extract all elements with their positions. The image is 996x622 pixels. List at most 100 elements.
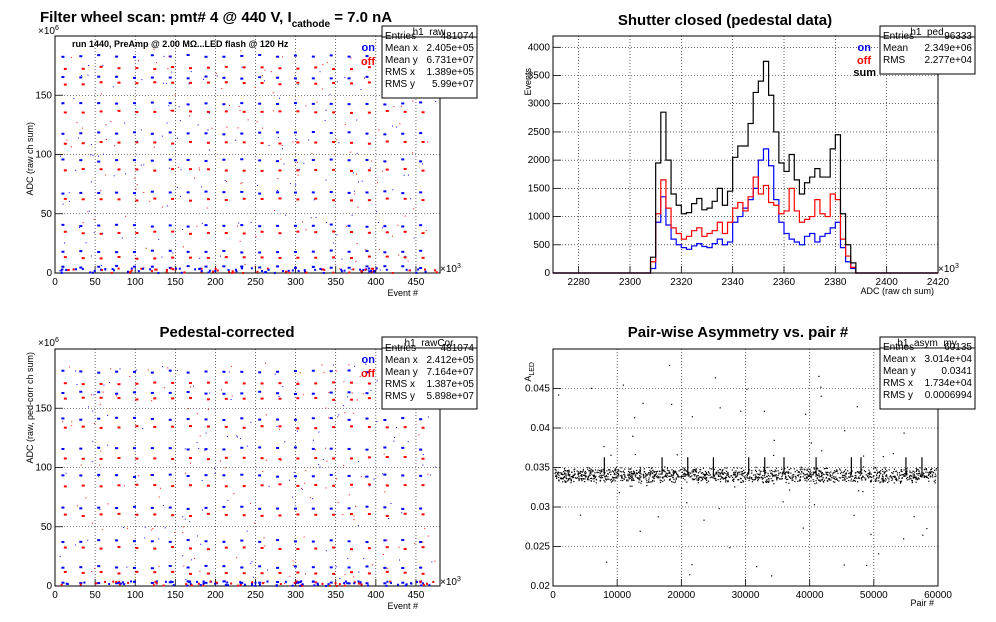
noise-point xyxy=(113,175,115,177)
y-tick-label: 1500 xyxy=(528,183,551,194)
data-point-on xyxy=(186,371,190,374)
asym-point xyxy=(923,476,925,479)
asym-point xyxy=(796,469,798,471)
asym-point xyxy=(834,481,836,483)
asym-point xyxy=(732,479,734,481)
asym-point xyxy=(875,467,877,469)
data-point-off xyxy=(171,546,175,549)
asym-point xyxy=(829,474,831,476)
noise-point xyxy=(240,50,242,52)
noise-point xyxy=(386,539,388,541)
asym-point xyxy=(901,474,903,476)
data-point-on xyxy=(419,541,423,544)
data-point-on xyxy=(186,418,190,421)
data-point-off xyxy=(63,485,67,488)
asym-point xyxy=(879,482,881,484)
noise-point xyxy=(208,112,210,114)
asym-point xyxy=(684,479,686,481)
asym-outlier xyxy=(740,410,742,412)
asym-point xyxy=(607,473,609,475)
base-point xyxy=(328,584,331,587)
base-point xyxy=(389,581,392,584)
data-point-on xyxy=(150,249,154,252)
data-point-on xyxy=(240,392,244,395)
data-point-off xyxy=(189,547,193,550)
asym-point xyxy=(638,471,640,473)
noise-point xyxy=(176,370,178,372)
asym-point xyxy=(694,470,697,472)
data-point-on xyxy=(347,369,351,372)
ped-legend-off: off xyxy=(857,55,871,67)
asym-point xyxy=(768,479,770,481)
asym-point xyxy=(917,468,919,471)
asym-point xyxy=(753,474,755,476)
data-point-on xyxy=(79,582,83,585)
data-point-on xyxy=(61,541,65,544)
asym-point xyxy=(588,470,590,472)
y-tick-label: 150 xyxy=(35,403,52,414)
base-point xyxy=(101,269,104,272)
data-point-off xyxy=(314,513,318,516)
asym-point xyxy=(675,477,677,479)
base-point xyxy=(118,583,121,586)
asym-point xyxy=(705,478,708,480)
base-point xyxy=(261,582,264,585)
data-point-on xyxy=(329,566,333,569)
noise-point xyxy=(214,473,216,475)
data-point-off xyxy=(99,81,103,84)
asym-point xyxy=(892,475,894,478)
asym-point xyxy=(555,469,557,471)
asym-outlier xyxy=(646,484,648,487)
data-point-off xyxy=(421,484,425,487)
asym-point xyxy=(658,473,660,475)
noise-point xyxy=(281,144,283,146)
asym-point xyxy=(876,477,878,480)
asym-point xyxy=(573,476,575,478)
noise-point xyxy=(280,158,282,160)
noise-point xyxy=(149,474,151,476)
noise-point xyxy=(303,536,305,538)
noise-point xyxy=(261,75,263,77)
noise-point xyxy=(288,479,290,481)
base-point xyxy=(372,271,375,274)
asym-point xyxy=(702,479,704,481)
asym-point xyxy=(564,475,566,478)
noise-point xyxy=(344,124,346,126)
data-point-on xyxy=(311,447,315,450)
asym-point xyxy=(822,480,824,483)
asym-point xyxy=(774,469,776,471)
y-tick-label: 100 xyxy=(35,150,52,161)
noise-point xyxy=(418,434,420,436)
asym-point xyxy=(894,475,896,477)
asym-point xyxy=(672,474,674,477)
data-point-off xyxy=(367,255,371,258)
asym-point xyxy=(673,478,675,481)
data-point-off xyxy=(81,142,85,145)
asym-point xyxy=(916,468,918,470)
asym-point xyxy=(832,472,834,474)
noise-point xyxy=(272,92,274,94)
noise-point xyxy=(263,537,265,539)
asym-point xyxy=(842,476,844,479)
data-point-off xyxy=(296,484,300,487)
base-point xyxy=(385,268,388,271)
asym-point xyxy=(600,469,602,471)
base-point xyxy=(335,584,338,587)
asym-point xyxy=(650,471,652,473)
asym-point xyxy=(627,480,629,482)
asym-point xyxy=(843,471,845,473)
asym-point xyxy=(903,469,905,471)
data-point-off xyxy=(99,110,103,113)
base-point xyxy=(61,268,64,271)
data-point-off xyxy=(206,66,210,69)
data-point-on xyxy=(258,102,262,105)
asym-point xyxy=(699,469,701,471)
noise-point xyxy=(427,141,429,143)
asym-point xyxy=(906,470,908,472)
asym-point xyxy=(865,474,867,476)
asym-outlier xyxy=(922,534,924,536)
noise-point xyxy=(87,539,89,541)
base-point xyxy=(66,269,69,272)
noise-point xyxy=(187,408,189,410)
noise-point xyxy=(143,191,145,193)
